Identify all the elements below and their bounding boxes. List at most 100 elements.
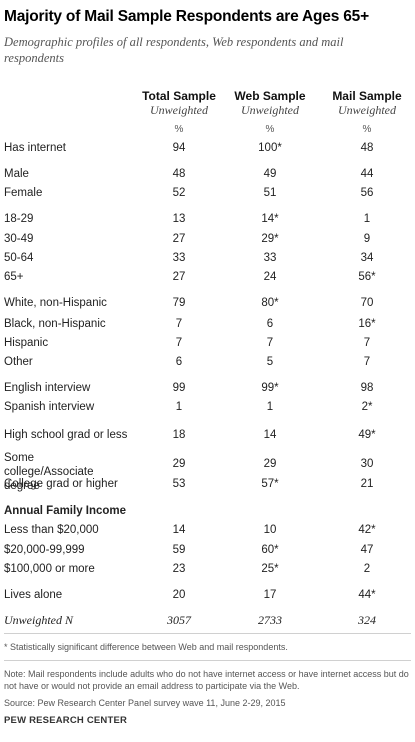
organization-credit: PEW RESEARCH CENTER bbox=[4, 715, 128, 726]
value-total: 27 bbox=[172, 233, 186, 245]
row-label: $100,000 or more bbox=[4, 563, 95, 575]
value-total: 6 bbox=[175, 356, 183, 368]
value-mail: 2 bbox=[363, 563, 371, 575]
value-mail: 21 bbox=[360, 478, 374, 490]
value-total: 14 bbox=[172, 524, 186, 536]
value-total: 3057 bbox=[167, 613, 191, 627]
table-row: Black, non-Hispanic 7 6 16* bbox=[0, 318, 415, 334]
value-mail: 98 bbox=[360, 382, 374, 394]
row-label: Unweighted N bbox=[4, 613, 73, 627]
value-total: 27 bbox=[172, 271, 186, 283]
source-line: Source: Pew Research Center Panel survey… bbox=[4, 698, 286, 708]
value-total: 23 bbox=[172, 563, 186, 575]
table-row: English interview 99 99* 98 bbox=[0, 382, 415, 398]
value-total: 79 bbox=[172, 297, 186, 309]
value-web: 29 bbox=[263, 458, 277, 470]
value-web: 14 bbox=[263, 429, 277, 441]
table-row: Female 52 51 56 bbox=[0, 187, 415, 203]
value-total: 33 bbox=[172, 252, 186, 264]
value-web: 57* bbox=[261, 478, 279, 490]
table-row: 30-49 27 29* 9 bbox=[0, 233, 415, 249]
row-label: English interview bbox=[4, 382, 91, 394]
col-unit-total: % bbox=[174, 124, 184, 135]
table-subtitle: Demographic profiles of all respondents,… bbox=[4, 35, 344, 65]
value-total: 7 bbox=[175, 337, 183, 349]
table-section-header: Annual Family Income bbox=[0, 505, 415, 521]
table-row: Hispanic 7 7 7 bbox=[0, 337, 415, 353]
value-web: 1 bbox=[266, 401, 274, 413]
value-mail: 1 bbox=[363, 213, 371, 225]
value-total: 99 bbox=[172, 382, 186, 394]
value-mail: 7 bbox=[363, 356, 371, 368]
col-header-total: Total Sample bbox=[142, 89, 216, 103]
value-web: 33 bbox=[263, 252, 277, 264]
row-label: Other bbox=[4, 356, 33, 368]
value-total: 52 bbox=[172, 187, 186, 199]
value-total: 48 bbox=[172, 168, 186, 180]
value-web: 7 bbox=[266, 337, 274, 349]
value-web: 14* bbox=[261, 213, 279, 225]
value-web: 49 bbox=[263, 168, 277, 180]
row-label: Hispanic bbox=[4, 337, 49, 349]
table-note: Note: Mail respondents include adults wh… bbox=[4, 669, 409, 691]
row-label: College grad or higher bbox=[4, 478, 118, 490]
row-label: Has internet bbox=[4, 142, 67, 154]
value-mail: 49* bbox=[358, 429, 376, 441]
table-row: $20,000-99,999 59 60* 47 bbox=[0, 544, 415, 560]
row-label: High school grad or less bbox=[4, 429, 128, 441]
col-header-web: Web Sample bbox=[234, 89, 306, 103]
value-mail: 324 bbox=[358, 613, 376, 627]
value-web: 24 bbox=[263, 271, 277, 283]
row-label: Lives alone bbox=[4, 589, 63, 601]
table-row: Less than $20,000 14 10 42* bbox=[0, 524, 415, 540]
value-total: 53 bbox=[172, 478, 186, 490]
value-web: 5 bbox=[266, 356, 274, 368]
section-label: Annual Family Income bbox=[4, 505, 127, 517]
col-sub-mail: Unweighted bbox=[338, 103, 396, 117]
col-header-mail: Mail Sample bbox=[332, 89, 402, 103]
value-total: 1 bbox=[175, 401, 183, 413]
row-label: 65+ bbox=[4, 271, 24, 283]
table-row: College grad or higher 53 57* 21 bbox=[0, 478, 415, 494]
value-total: 18 bbox=[172, 429, 186, 441]
value-mail: 7 bbox=[363, 337, 371, 349]
value-total: 94 bbox=[172, 142, 186, 154]
table-row: 50-64 33 33 34 bbox=[0, 252, 415, 268]
value-web: 17 bbox=[263, 589, 277, 601]
table-row: High school grad or less 18 14 49* bbox=[0, 429, 415, 445]
table-row: Male 48 49 44 bbox=[0, 168, 415, 184]
value-mail: 44* bbox=[358, 589, 376, 601]
value-web: 6 bbox=[266, 318, 274, 330]
row-label: $20,000-99,999 bbox=[4, 544, 85, 556]
col-unit-mail: % bbox=[362, 124, 372, 135]
col-unit-web: % bbox=[265, 124, 275, 135]
value-web: 25* bbox=[261, 563, 279, 575]
significance-footnote: * Statistically significant difference b… bbox=[4, 642, 288, 652]
value-total: 29 bbox=[172, 458, 186, 470]
value-mail: 16* bbox=[358, 318, 376, 330]
value-web: 51 bbox=[263, 187, 277, 199]
table-row: $100,000 or more 23 25* 2 bbox=[0, 563, 415, 579]
divider bbox=[4, 660, 411, 661]
table-row: White, non-Hispanic 79 80* 70 bbox=[0, 297, 415, 313]
divider bbox=[4, 633, 411, 634]
table-title: Majority of Mail Sample Respondents are … bbox=[4, 8, 369, 25]
col-sub-total: Unweighted bbox=[150, 103, 208, 117]
value-mail: 34 bbox=[360, 252, 374, 264]
table-row: Some college/Associate degree 29 29 30 bbox=[0, 452, 415, 492]
col-sub-web: Unweighted bbox=[241, 103, 299, 117]
value-mail: 56* bbox=[358, 271, 376, 283]
row-label: Female bbox=[4, 187, 43, 199]
value-mail: 44 bbox=[360, 168, 374, 180]
row-label: 50-64 bbox=[4, 252, 34, 264]
value-mail: 42* bbox=[358, 524, 376, 536]
value-total: 20 bbox=[172, 589, 186, 601]
row-label: Less than $20,000 bbox=[4, 524, 99, 536]
table-row-total-n: Unweighted N 3057 2733 324 bbox=[0, 613, 415, 629]
value-mail: 70 bbox=[360, 297, 374, 309]
table-row: Other 6 5 7 bbox=[0, 356, 415, 372]
table-row: Spanish interview 1 1 2* bbox=[0, 401, 415, 417]
row-label: 30-49 bbox=[4, 233, 34, 245]
value-mail: 47 bbox=[360, 544, 374, 556]
table-row: Has internet 94 100* 48 bbox=[0, 142, 415, 158]
